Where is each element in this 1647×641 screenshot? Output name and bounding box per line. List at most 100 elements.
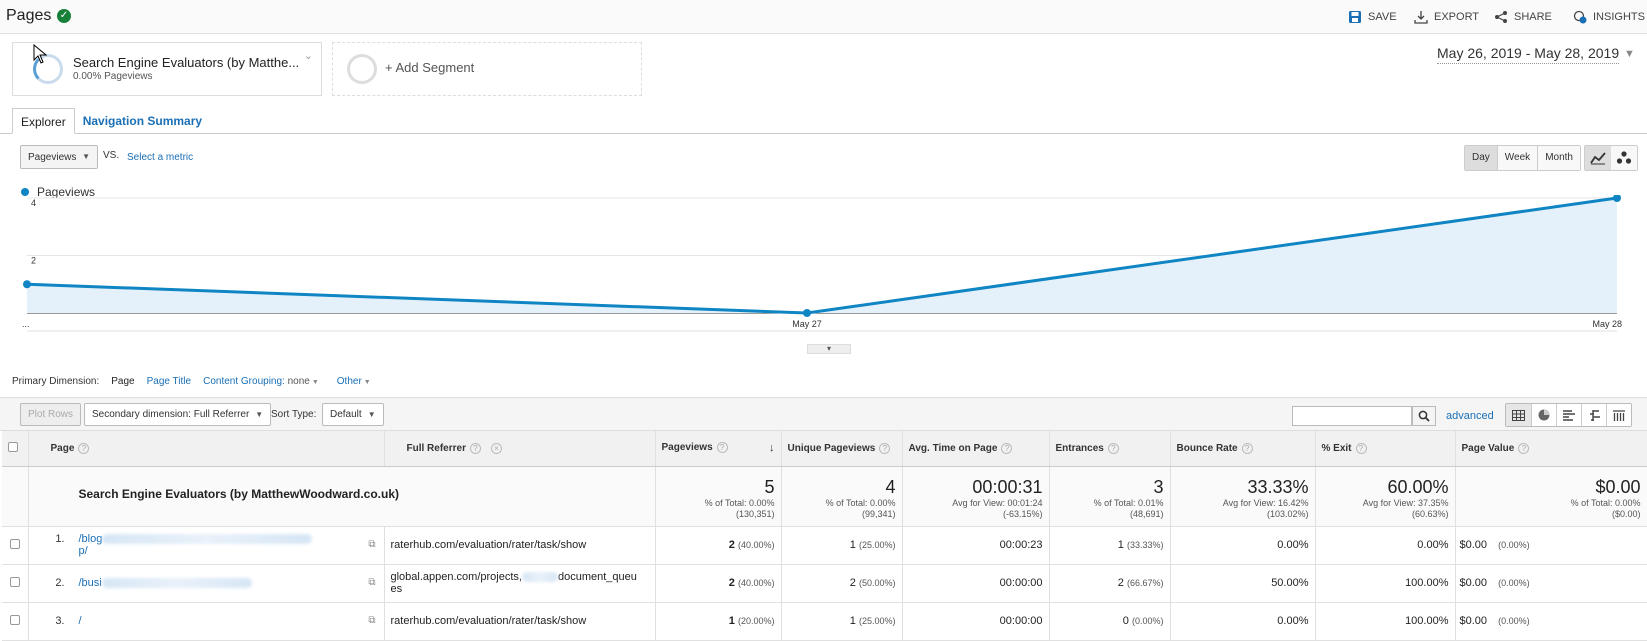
exit-cell: 0.00% bbox=[1315, 526, 1456, 565]
col-full-referrer[interactable]: Full Referrer? × bbox=[384, 431, 656, 467]
secondary-dimension-select[interactable]: Secondary dimension: Full Referrer ▼ bbox=[84, 403, 272, 426]
page-link[interactable]: /busi bbox=[79, 577, 252, 589]
plot-rows-button[interactable]: Plot Rows bbox=[20, 403, 82, 426]
granularity-toggle: Day Week Month bbox=[1464, 145, 1581, 171]
total-value: 33.33% bbox=[1247, 476, 1309, 497]
export-button[interactable]: EXPORT bbox=[1414, 10, 1479, 24]
cell-value: $0.00 bbox=[1459, 577, 1488, 589]
chevron-down-icon[interactable]: ⌄ bbox=[303, 50, 313, 62]
table-row: 2. /busi ⧉ global.appen.com/projects, docu… bbox=[2, 564, 1647, 603]
col-pageviews[interactable]: Pageviews? ↓ bbox=[655, 431, 782, 467]
search-button[interactable] bbox=[1412, 406, 1436, 426]
dimension-other[interactable]: Other ▼ bbox=[337, 376, 371, 387]
segment-card[interactable]: Search Engine Evaluators (by Matthe... 0… bbox=[12, 42, 322, 96]
help-icon[interactable]: ? bbox=[879, 442, 891, 454]
col-entrances[interactable]: Entrances? bbox=[1049, 431, 1171, 467]
total-base: (48,691) bbox=[1129, 508, 1164, 519]
chart-collapse-handle[interactable]: ▾ bbox=[807, 344, 851, 354]
cell-percent: (40.00%) bbox=[737, 540, 775, 550]
cell-value: 1 bbox=[728, 615, 735, 627]
table-search-input[interactable] bbox=[1292, 406, 1412, 426]
line-chart-button[interactable] bbox=[1585, 146, 1611, 170]
add-segment-label: + Add Segment bbox=[385, 60, 475, 75]
tab-explorer[interactable]: Explorer bbox=[12, 108, 75, 134]
pageviews-cell: 1 (20.00%) bbox=[655, 602, 782, 641]
pivot-view-button[interactable] bbox=[1606, 404, 1631, 426]
sort-descending-icon[interactable]: ↓ bbox=[769, 442, 775, 455]
month-button[interactable]: Month bbox=[1537, 146, 1580, 170]
help-icon[interactable]: ? bbox=[716, 442, 728, 454]
col-exit[interactable]: % Exit? bbox=[1315, 431, 1456, 467]
add-segment-card[interactable]: + Add Segment bbox=[332, 42, 642, 96]
pivot-icon bbox=[1613, 409, 1625, 421]
chevron-down-icon[interactable]: ▼ bbox=[1624, 48, 1635, 60]
help-icon[interactable]: ? bbox=[1518, 442, 1530, 454]
row-checkbox[interactable] bbox=[9, 576, 20, 587]
help-icon[interactable]: ? bbox=[1355, 442, 1367, 454]
percentage-view-button[interactable] bbox=[1531, 404, 1556, 426]
row-checkbox[interactable] bbox=[9, 538, 20, 549]
select-metric-link[interactable]: Select a metric bbox=[127, 152, 194, 163]
table-toolbar: Plot Rows Secondary dimension: Full Refe… bbox=[0, 397, 1647, 431]
insights-label: INSIGHTS bbox=[1593, 11, 1645, 23]
open-link-icon[interactable]: ⧉ bbox=[368, 538, 376, 550]
save-button[interactable]: SAVE bbox=[1348, 10, 1397, 24]
row-checkbox[interactable] bbox=[9, 614, 20, 625]
metric-select-value: Pageviews bbox=[28, 152, 77, 163]
date-range-picker[interactable]: May 26, 2019 - May 28, 2019 bbox=[1437, 45, 1620, 64]
help-icon[interactable]: ? bbox=[1241, 442, 1253, 454]
cell-value: $0.00 bbox=[1459, 615, 1488, 627]
total-share: Avg for View: 37.35% bbox=[1362, 497, 1449, 508]
total-value: 4 bbox=[885, 476, 896, 497]
content-grouping[interactable]: Content Grouping: none ▼ bbox=[203, 376, 319, 387]
col-exit-label: % Exit bbox=[1321, 442, 1352, 454]
col-page-value-label: Page Value bbox=[1461, 442, 1515, 454]
comparison-view-button[interactable] bbox=[1581, 404, 1606, 426]
sort-type-select[interactable]: Default ▼ bbox=[322, 403, 384, 426]
referrer-cell: raterhub.com/evaluation/rater/task/show bbox=[384, 602, 656, 641]
total-value: 00:00:31 bbox=[972, 476, 1043, 497]
grid-icon bbox=[1512, 409, 1525, 421]
col-page[interactable]: Page? bbox=[28, 431, 385, 467]
open-link-icon[interactable]: ⧉ bbox=[368, 576, 376, 588]
col-avg-time[interactable]: Avg. Time on Page? bbox=[902, 431, 1050, 467]
share-button[interactable]: SHARE bbox=[1494, 10, 1552, 24]
motion-chart-button[interactable] bbox=[1611, 146, 1637, 170]
dimension-page[interactable]: Page bbox=[111, 376, 135, 387]
help-icon[interactable]: ? bbox=[1107, 442, 1119, 454]
tab-navigation-summary[interactable]: Navigation Summary bbox=[82, 114, 203, 128]
report-header: Pages ✓ SAVE EXPORT SHARE INSIGHTS bbox=[0, 0, 1647, 34]
totals-bounce: 33.33% Avg for View: 16.42% (103.02%) bbox=[1170, 466, 1316, 527]
col-bounce-rate[interactable]: Bounce Rate? bbox=[1170, 431, 1316, 467]
advanced-filter-link[interactable]: advanced bbox=[1446, 410, 1494, 422]
select-all-checkbox[interactable] bbox=[8, 441, 18, 452]
data-view-button[interactable] bbox=[1506, 404, 1531, 426]
cell-percent: (25.00%) bbox=[858, 616, 896, 626]
help-icon[interactable]: ? bbox=[469, 442, 481, 454]
col-pageviews-label: Pageviews bbox=[661, 442, 713, 454]
performance-view-button[interactable] bbox=[1556, 404, 1581, 426]
totals-exit: 60.00% Avg for View: 37.35% (60.63%) bbox=[1315, 466, 1456, 527]
open-link-icon[interactable]: ⧉ bbox=[368, 614, 376, 626]
motion-chart-icon bbox=[1616, 151, 1632, 164]
total-value: $0.00 bbox=[1595, 476, 1641, 497]
metric-select[interactable]: Pageviews ▼ bbox=[20, 145, 98, 169]
col-page-value[interactable]: Page Value? bbox=[1455, 431, 1647, 467]
total-share: % of Total: 0.00% bbox=[825, 497, 896, 508]
cell-percent: (25.00%) bbox=[858, 540, 896, 550]
day-button[interactable]: Day bbox=[1465, 146, 1497, 170]
help-icon[interactable]: ? bbox=[1001, 442, 1013, 454]
page-link[interactable]: / bbox=[79, 615, 82, 627]
table-view-toggle bbox=[1505, 403, 1632, 427]
page-link[interactable]: /blog p/ bbox=[35, 533, 313, 557]
insights-button[interactable]: INSIGHTS bbox=[1573, 10, 1645, 24]
week-button[interactable]: Week bbox=[1496, 146, 1538, 170]
secondary-dimension-value: Secondary dimension: Full Referrer bbox=[92, 409, 250, 420]
dropdown-arrow-icon: ▼ bbox=[82, 152, 90, 161]
data-point bbox=[803, 309, 811, 317]
dimension-page-title[interactable]: Page Title bbox=[146, 376, 192, 387]
col-unique-pageviews[interactable]: Unique Pageviews? bbox=[781, 431, 903, 467]
remove-dimension-icon[interactable]: × bbox=[490, 442, 502, 454]
help-icon[interactable]: ? bbox=[78, 442, 90, 454]
avg-time-cell: 00:00:00 bbox=[902, 602, 1050, 641]
